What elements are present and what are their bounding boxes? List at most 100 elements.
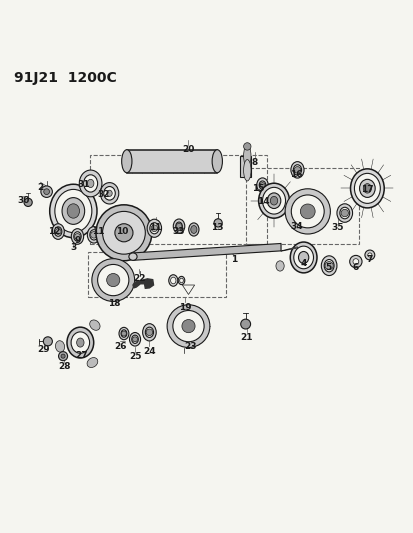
Text: 16: 16 [290,170,302,179]
Circle shape [44,189,50,195]
Text: 32: 32 [97,190,109,199]
Circle shape [340,209,348,217]
Text: 7: 7 [366,255,372,264]
Polygon shape [133,279,153,288]
Ellipse shape [55,189,92,232]
Ellipse shape [179,278,183,282]
Ellipse shape [354,173,380,204]
Ellipse shape [87,179,94,188]
Text: 6: 6 [352,263,358,272]
Text: 11: 11 [92,227,104,236]
Circle shape [349,255,361,268]
Ellipse shape [167,305,209,348]
Ellipse shape [262,187,285,214]
Ellipse shape [322,261,330,271]
Circle shape [74,233,80,239]
Ellipse shape [79,170,102,197]
Ellipse shape [50,184,97,238]
Text: 19: 19 [178,303,191,312]
Ellipse shape [258,183,289,218]
Ellipse shape [173,219,184,233]
Polygon shape [133,244,280,260]
Circle shape [90,231,97,238]
Ellipse shape [293,246,313,269]
Ellipse shape [178,277,184,285]
Ellipse shape [83,175,97,192]
Circle shape [121,331,126,336]
Ellipse shape [92,259,134,302]
Ellipse shape [359,179,374,197]
Ellipse shape [97,264,128,296]
Ellipse shape [170,277,176,284]
Ellipse shape [291,195,323,228]
Ellipse shape [121,150,132,173]
Circle shape [61,354,65,358]
Text: 12: 12 [47,227,60,236]
Bar [88,252,225,297]
Text: 30: 30 [17,196,29,205]
Text: 11: 11 [149,222,161,231]
Ellipse shape [173,311,204,342]
Ellipse shape [104,187,115,200]
Ellipse shape [67,204,79,218]
Ellipse shape [90,230,98,240]
Ellipse shape [100,183,119,204]
Circle shape [151,225,157,231]
Ellipse shape [115,224,133,242]
Circle shape [214,219,222,227]
Bar [90,156,266,244]
Text: 27: 27 [75,351,88,360]
Text: 25: 25 [128,352,141,361]
Circle shape [352,259,358,264]
Text: 35: 35 [331,223,343,232]
Text: 26: 26 [114,342,126,351]
Ellipse shape [150,223,159,234]
Ellipse shape [298,252,308,263]
Text: 2: 2 [37,183,43,192]
Ellipse shape [90,320,100,330]
Ellipse shape [181,320,195,333]
Ellipse shape [119,327,128,340]
Ellipse shape [270,196,277,205]
Text: 24: 24 [143,346,155,356]
Text: 23: 23 [184,342,196,351]
Ellipse shape [256,178,268,192]
Text: 21: 21 [240,333,252,342]
Ellipse shape [290,161,303,178]
Circle shape [132,337,137,342]
Polygon shape [280,247,297,251]
Ellipse shape [74,232,81,241]
Ellipse shape [87,358,97,368]
Text: 18: 18 [108,299,121,308]
Text: 20: 20 [182,145,194,154]
Ellipse shape [147,219,161,237]
Ellipse shape [121,330,126,337]
Bar [126,150,217,173]
Ellipse shape [67,327,93,358]
Text: 29: 29 [37,345,50,354]
Circle shape [243,143,250,150]
Text: 8: 8 [252,158,258,167]
Text: 14: 14 [256,197,268,206]
Ellipse shape [107,273,119,287]
Ellipse shape [131,335,138,343]
Circle shape [58,352,67,361]
Circle shape [294,167,300,173]
Ellipse shape [87,227,100,243]
Text: 15: 15 [251,184,263,193]
Text: 28: 28 [58,362,70,372]
Ellipse shape [107,190,112,196]
Ellipse shape [188,223,199,236]
Text: 10: 10 [116,227,128,236]
Ellipse shape [145,327,153,337]
Circle shape [41,186,52,197]
Ellipse shape [71,229,83,244]
Ellipse shape [71,332,89,353]
Ellipse shape [243,159,250,181]
Ellipse shape [211,150,222,173]
Ellipse shape [290,242,316,273]
Ellipse shape [96,205,152,261]
Ellipse shape [128,253,137,260]
Ellipse shape [285,189,330,234]
Ellipse shape [129,333,140,346]
